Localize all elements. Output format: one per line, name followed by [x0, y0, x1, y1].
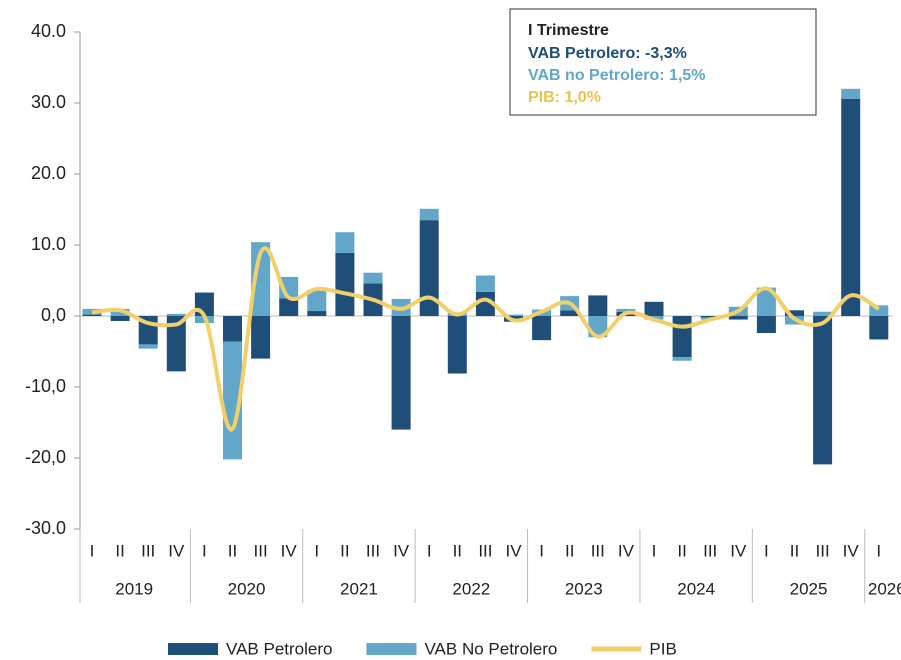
bar — [335, 252, 355, 316]
bar — [110, 316, 130, 321]
x-tick-label: I — [90, 541, 95, 560]
bar — [138, 344, 158, 349]
bar — [560, 310, 580, 316]
bar — [447, 316, 467, 374]
y-tick-label: -20,0 — [25, 447, 66, 467]
bar — [813, 316, 833, 465]
y-tick-label: -10,0 — [25, 376, 66, 396]
bar — [756, 287, 776, 316]
bar — [869, 316, 889, 340]
bar — [419, 220, 439, 316]
y-tick-label: 20.0 — [31, 163, 66, 183]
x-tick-label: IV — [281, 541, 298, 560]
x-tick-label: III — [703, 541, 717, 560]
bar — [700, 316, 720, 318]
annotation-line: VAB no Petrolero: 1,5% — [528, 67, 706, 84]
x-tick-label: II — [228, 541, 237, 560]
bar — [588, 295, 608, 316]
annotation-line: VAB Petrolero: -3,3% — [528, 45, 687, 62]
x-tick-label: IV — [730, 541, 747, 560]
legend-swatch — [366, 643, 417, 655]
bar — [82, 314, 102, 316]
y-tick-label: 10.0 — [31, 234, 66, 254]
bar — [279, 298, 299, 316]
bar — [166, 313, 186, 316]
x-tick-label: II — [677, 541, 686, 560]
line — [91, 246, 880, 432]
x-tick-label: II — [453, 541, 462, 560]
bar — [223, 341, 242, 460]
bar — [251, 242, 271, 316]
y-tick-label: 40.0 — [31, 21, 66, 41]
x-tick-label: III — [816, 541, 830, 560]
bar — [251, 316, 271, 359]
x-tick-label: I — [539, 541, 544, 560]
bar — [307, 289, 327, 312]
x-tick-label: I — [202, 541, 207, 560]
bar — [166, 316, 186, 372]
bar — [672, 316, 692, 358]
x-tick-label: I — [652, 541, 657, 560]
bar — [475, 291, 495, 316]
y-tick-label: 30.0 — [31, 92, 66, 112]
year-label: 2026 — [868, 579, 901, 598]
annotation-title: I Trimestre — [528, 22, 609, 39]
year-label: 2022 — [452, 579, 490, 598]
bar — [841, 98, 861, 317]
bar — [391, 316, 411, 430]
annotation-line: PIB: 1,0% — [528, 89, 601, 106]
annotation-box — [509, 8, 817, 116]
legend-label: VAB No Petrolero — [424, 639, 557, 658]
legend-label: VAB Petrolero — [226, 639, 332, 658]
bar — [841, 88, 861, 99]
x-tick-label: I — [427, 541, 432, 560]
x-tick-label: IV — [618, 541, 635, 560]
bar — [363, 272, 383, 284]
x-tick-label: I — [764, 541, 769, 560]
bar — [644, 301, 664, 316]
year-label: 2020 — [228, 579, 266, 598]
x-tick-label: III — [591, 541, 605, 560]
x-tick-label: I — [314, 541, 319, 560]
bar — [504, 314, 523, 316]
year-label: 2024 — [677, 579, 715, 598]
year-label: 2025 — [790, 579, 828, 598]
bar — [223, 316, 242, 342]
x-tick-label: II — [115, 541, 124, 560]
bar — [475, 275, 495, 292]
bar — [532, 316, 552, 341]
x-tick-label: IV — [393, 541, 410, 560]
x-tick-label: II — [340, 541, 349, 560]
legend-swatch — [168, 643, 218, 655]
x-tick-label: III — [366, 541, 380, 560]
year-label: 2021 — [340, 579, 378, 598]
year-label: 2023 — [565, 579, 603, 598]
bar — [419, 208, 439, 221]
y-tick-label: 0,0 — [41, 305, 66, 325]
x-tick-label: IV — [168, 541, 185, 560]
bar — [616, 308, 636, 312]
bar — [728, 316, 748, 320]
bar — [672, 357, 692, 361]
x-tick-label: II — [790, 541, 799, 560]
legend-label: PIB — [649, 639, 676, 658]
x-tick-label: III — [141, 541, 155, 560]
x-tick-label: II — [565, 541, 574, 560]
x-tick-label: IV — [505, 541, 522, 560]
bar — [335, 232, 355, 253]
x-tick-label: III — [254, 541, 268, 560]
bar — [756, 316, 776, 334]
x-tick-label: I — [876, 541, 881, 560]
bar — [785, 310, 804, 316]
bar — [813, 311, 833, 316]
bar — [869, 305, 889, 316]
y-tick-label: -30.0 — [25, 518, 66, 538]
x-tick-label: IV — [843, 541, 860, 560]
bar — [307, 311, 327, 316]
x-tick-label: III — [478, 541, 492, 560]
year-label: 2019 — [115, 579, 153, 598]
bar — [110, 308, 130, 316]
